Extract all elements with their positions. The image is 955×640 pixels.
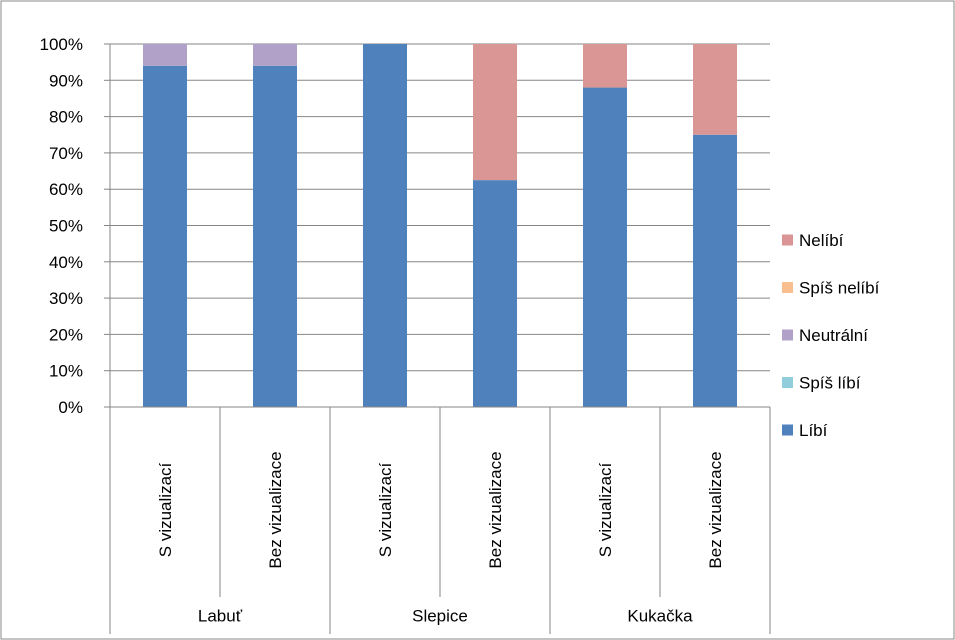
category-label: S vizualizací: [596, 462, 615, 557]
y-tick-label: 40%: [49, 253, 83, 272]
y-tick-label: 30%: [49, 289, 83, 308]
bar-segment: [363, 44, 407, 407]
bars: [143, 44, 737, 407]
bar-segment: [693, 44, 737, 135]
bar-segment: [473, 180, 517, 407]
legend-label: Neutrální: [799, 326, 868, 345]
y-tick-label: 20%: [49, 325, 83, 344]
legend-swatch: [782, 424, 793, 436]
category-label: Bez vizualizace: [486, 451, 505, 568]
group-label: Kukačka: [627, 607, 693, 626]
category-label: S vizualizací: [156, 462, 175, 557]
bar-segment: [253, 44, 297, 66]
legend-swatch: [782, 234, 793, 246]
group-labels: Labuť Slepice Kukačka: [198, 607, 693, 626]
legend: Nelíbí Spíš nelíbí Neutrální Spíš líbí Líbí: [782, 231, 880, 440]
legend-swatch: [782, 377, 793, 388]
legend-label: Spíš nelíbí: [799, 279, 880, 298]
y-tick-label: 70%: [49, 144, 83, 163]
y-tick-label: 0%: [58, 398, 83, 417]
legend-swatch: [782, 282, 793, 293]
bar-segment: [253, 65, 297, 407]
y-tick-label: 90%: [49, 71, 83, 90]
category-label: S vizualizací: [376, 462, 395, 557]
category-labels: S vizualizací Bez vizualizace S vizualizac…: [156, 451, 725, 568]
legend-swatch: [782, 329, 793, 341]
legend-label: Líbí: [799, 421, 828, 440]
bar-segment: [583, 87, 627, 407]
category-label: Bez vizualizace: [266, 451, 285, 568]
bar-segment: [143, 65, 187, 407]
y-tick-label: 60%: [49, 180, 83, 199]
legend-label: Nelíbí: [799, 231, 844, 250]
group-label: Labuť: [198, 607, 243, 626]
bar-segment: [583, 44, 627, 88]
y-tick-label: 80%: [49, 108, 83, 127]
axes: [104, 43, 771, 634]
y-tick-label: 100%: [40, 35, 83, 54]
category-label: Bez vizualizace: [706, 451, 725, 568]
y-tick-label: 50%: [49, 217, 83, 236]
bar-segment: [693, 134, 737, 407]
y-tick-label: 10%: [49, 362, 83, 381]
legend-label: Spíš líbí: [799, 374, 861, 393]
bar-segment: [473, 44, 517, 181]
group-label: Slepice: [412, 607, 468, 626]
bar-segment: [143, 44, 187, 66]
y-axis-ticks: 0% 10% 20% 30% 40% 50% 60% 70% 80% 90% 100%: [40, 35, 83, 417]
